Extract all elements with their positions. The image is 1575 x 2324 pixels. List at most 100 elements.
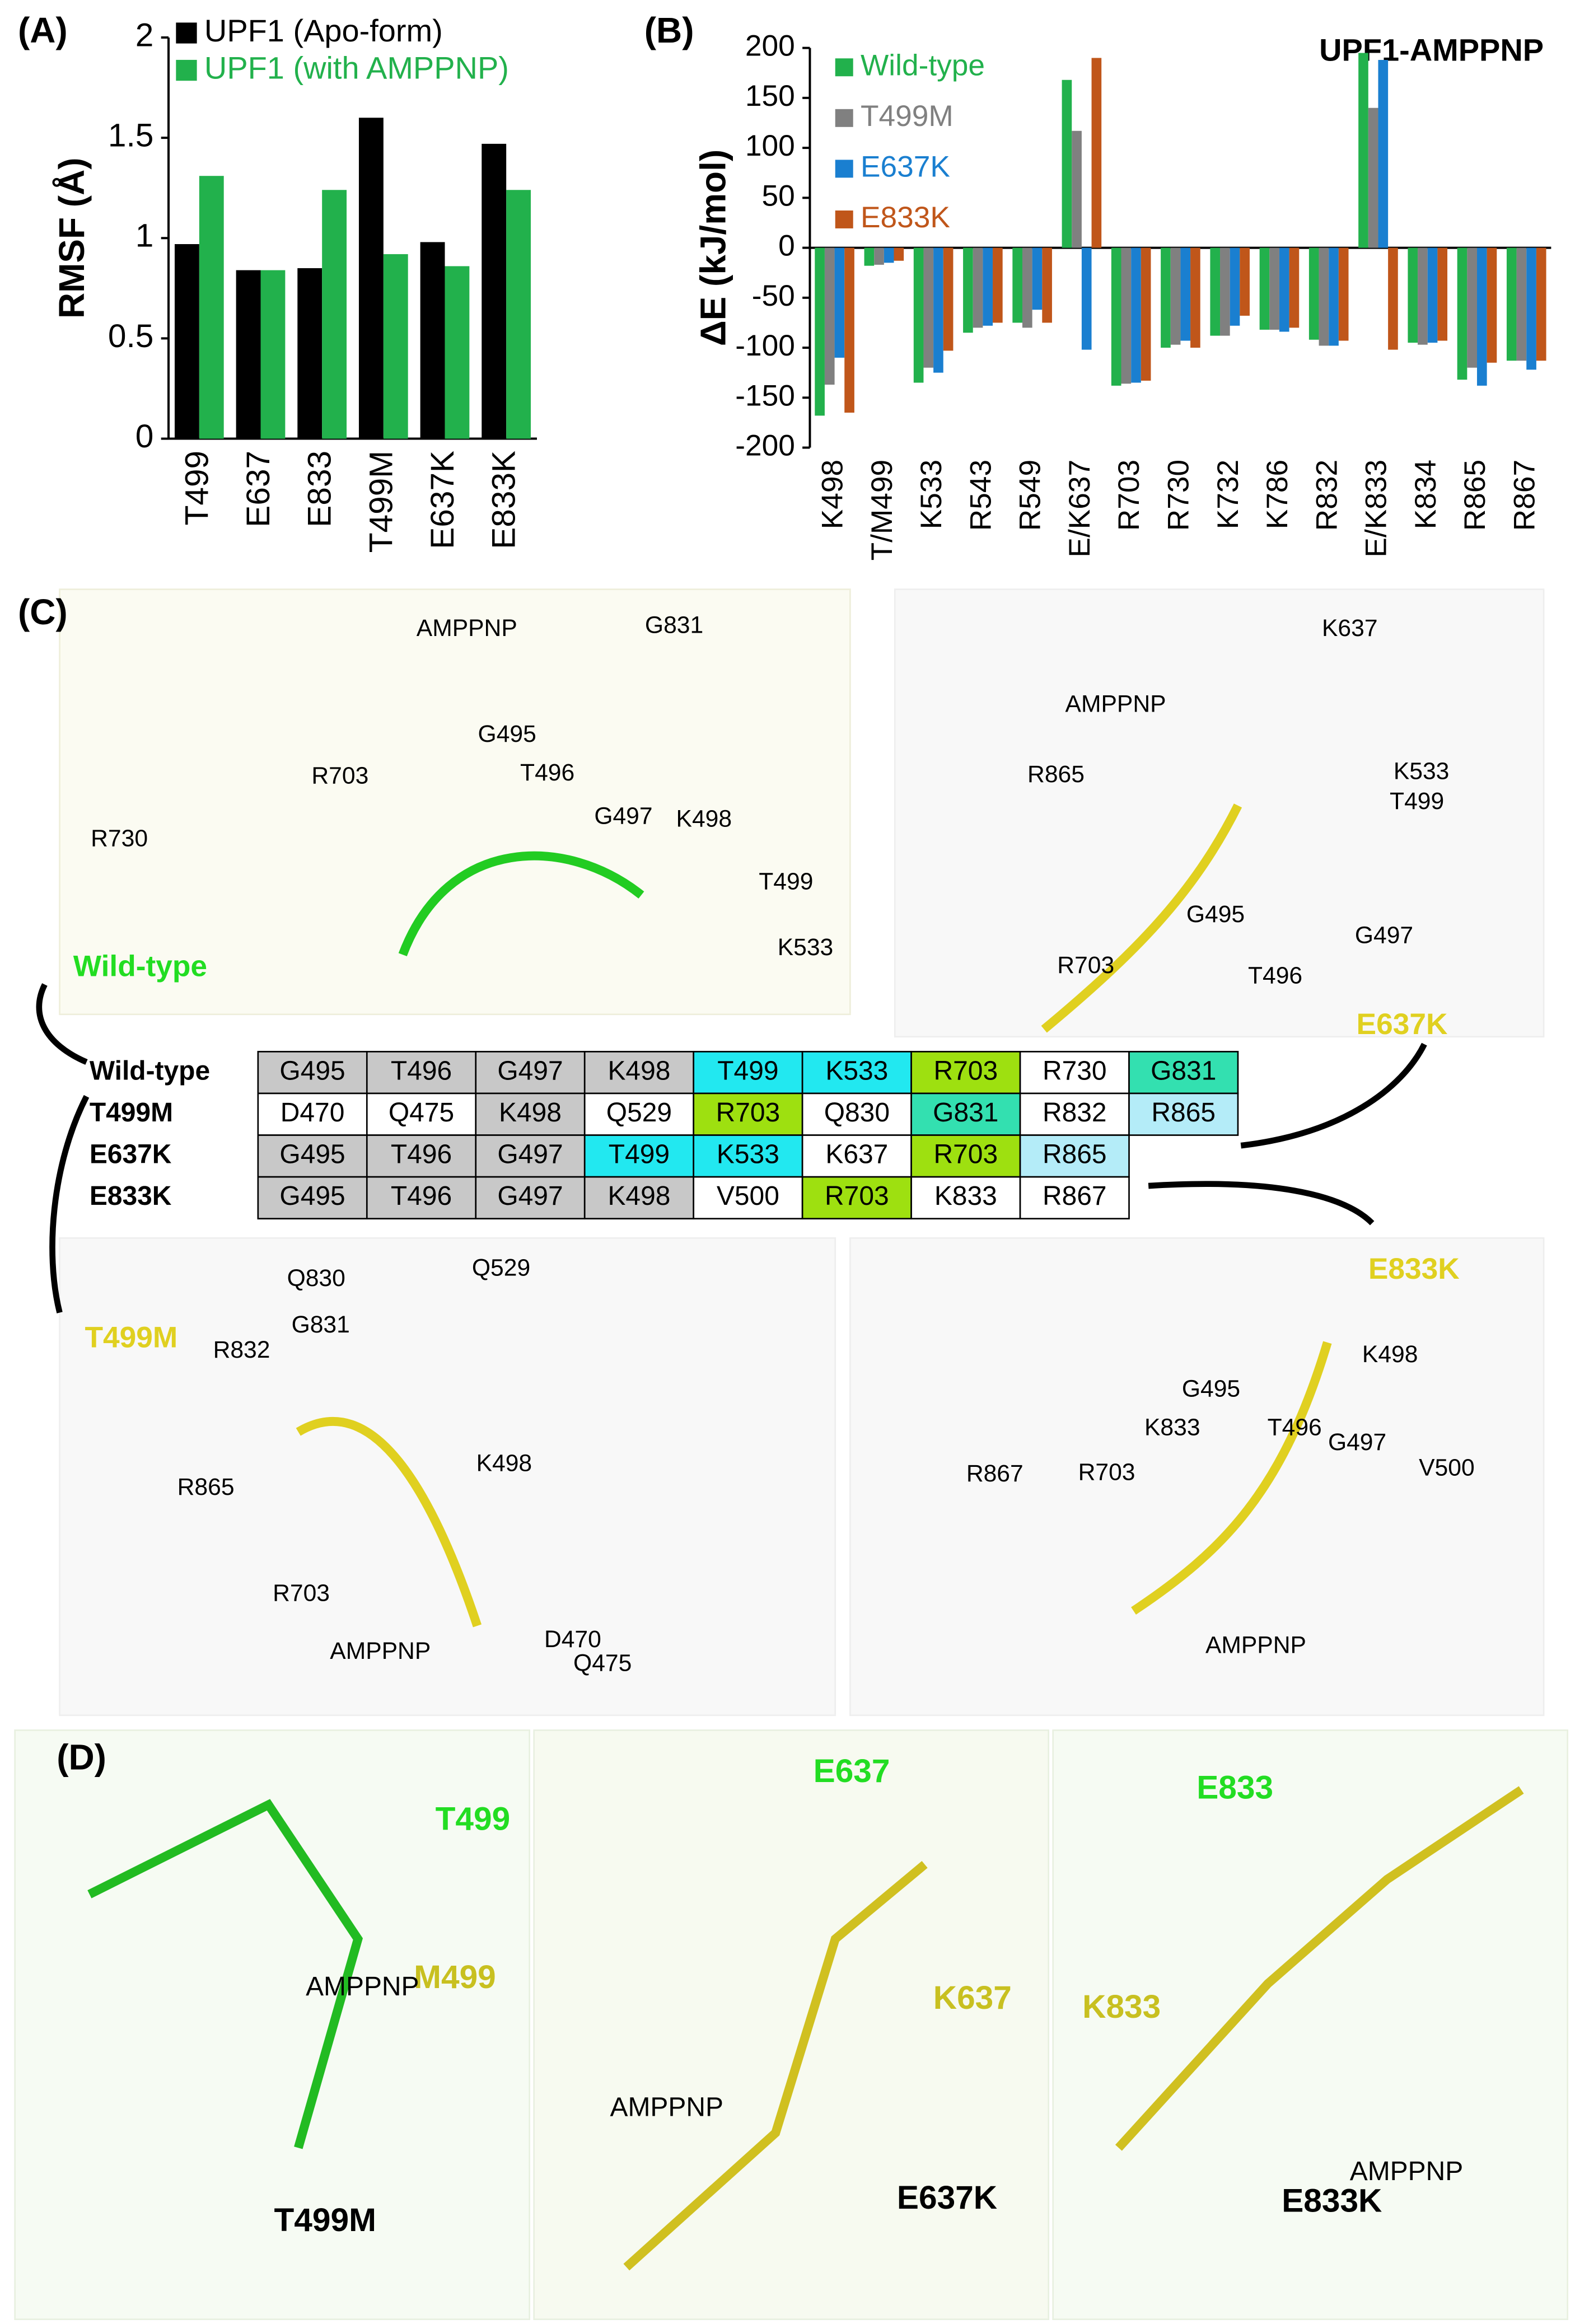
- residue-label: T499: [759, 868, 813, 895]
- legend-label: UPF1 (Apo-form): [204, 13, 443, 48]
- bar: [1259, 247, 1270, 330]
- bar: [1141, 247, 1151, 381]
- residue-label: T496: [1248, 962, 1302, 989]
- bar: [1042, 247, 1052, 323]
- x-tick-label: E637: [240, 451, 277, 527]
- table-cell: [257, 1051, 368, 1095]
- legend-label: Wild-type: [861, 49, 985, 82]
- residue-label: K498: [476, 1450, 532, 1477]
- bar: [1012, 247, 1022, 323]
- bar: [1338, 247, 1349, 341]
- residue-label: T499: [436, 1801, 511, 1837]
- bar: [1190, 247, 1200, 348]
- bar: [864, 247, 875, 266]
- residue-label: G495: [1186, 901, 1245, 928]
- bar: [1516, 247, 1527, 361]
- residue-label: AMPPNP: [1350, 2157, 1463, 2186]
- table-cell: [801, 1176, 912, 1220]
- y-axis-label: RMSF (Å): [52, 157, 92, 319]
- bar: [844, 247, 854, 413]
- cell-text: R867: [1043, 1181, 1107, 1211]
- bar: [993, 247, 1003, 323]
- mutation-label: E833K: [1282, 2182, 1382, 2219]
- state-label: E833K: [1368, 1252, 1460, 1285]
- cell-text: Q475: [389, 1098, 454, 1128]
- residue-label: R865: [1027, 761, 1085, 788]
- ligand-sketch: [1115, 1786, 1524, 2151]
- cell-text: R865: [1043, 1140, 1107, 1170]
- bar: [1032, 247, 1043, 310]
- ligand-sketch: [1131, 1341, 1332, 1615]
- arrow: [49, 1095, 90, 1313]
- bar: [1091, 58, 1102, 248]
- residue-label: T499: [1390, 788, 1444, 815]
- y-tick-label: 2: [135, 17, 154, 53]
- residue-label: G497: [1328, 1429, 1386, 1456]
- residue-label: E637: [814, 1753, 890, 1789]
- residue-label: AMPPNP: [1205, 1632, 1306, 1659]
- table-cell: [366, 1092, 477, 1136]
- y-tick-label: 0: [135, 418, 154, 455]
- legend-swatch: [835, 160, 853, 178]
- residue-label: G497: [594, 802, 652, 829]
- cell-text: R703: [934, 1140, 998, 1170]
- residue-label: R703: [1078, 1459, 1135, 1486]
- legend-swatch: [176, 22, 197, 44]
- residue-label: K498: [676, 806, 732, 833]
- bar: [1072, 130, 1082, 248]
- residue-label: R703: [1057, 952, 1114, 979]
- cell-text: K498: [607, 1181, 670, 1211]
- y-axis-label: ΔE (kJ/mol): [693, 149, 733, 346]
- bar: [874, 247, 884, 265]
- bar: [199, 176, 224, 439]
- residue-label: AMPPNP: [417, 615, 517, 642]
- ligand-sketch: [296, 1416, 482, 1628]
- x-tick-label: K732: [1212, 460, 1245, 529]
- bar: [1121, 247, 1132, 384]
- table-cell: [910, 1134, 1021, 1178]
- cell-text: T499: [717, 1056, 778, 1086]
- ligand-sketch: [87, 1799, 363, 2149]
- structure-image: [533, 1729, 1050, 2320]
- structure-image: [849, 1237, 1545, 1717]
- state-label: Wild-type: [73, 950, 207, 983]
- bar: [1388, 247, 1398, 350]
- x-tick-label: K533: [915, 460, 948, 529]
- x-tick-label: T499M: [363, 451, 399, 553]
- panel-label: (A): [18, 10, 68, 50]
- bar: [383, 254, 408, 439]
- x-tick-label: E/K637: [1063, 460, 1096, 558]
- arrow: [36, 983, 88, 1065]
- ligand-sketch: [623, 1861, 928, 2271]
- cell-text: K533: [825, 1056, 888, 1086]
- bar: [1467, 247, 1477, 368]
- bar: [824, 247, 835, 385]
- x-tick-label: T499: [179, 451, 215, 526]
- cell-text: Q529: [606, 1098, 672, 1128]
- residue-label: G495: [1182, 1375, 1240, 1402]
- y-tick-label: 150: [745, 80, 795, 113]
- table-cell: [1019, 1176, 1130, 1220]
- bar: [1180, 247, 1191, 341]
- residue-label: G497: [1355, 922, 1413, 949]
- legend-label: T499M: [861, 100, 954, 133]
- cell-text: R865: [1151, 1098, 1216, 1128]
- residue-label: R730: [91, 825, 148, 852]
- bar: [506, 190, 531, 439]
- bar: [923, 247, 934, 368]
- residue-label: T496: [1268, 1414, 1322, 1441]
- bar: [1240, 247, 1250, 316]
- residue-label: R703: [311, 762, 368, 789]
- y-tick-label: 0: [778, 230, 795, 263]
- cell-text: G497: [497, 1181, 563, 1211]
- residue-label: Q830: [287, 1265, 345, 1292]
- x-tick-label: R730: [1162, 460, 1195, 531]
- residue-label: E833: [1197, 1769, 1273, 1806]
- mutation-label: E637K: [897, 2180, 997, 2216]
- cell-text: T496: [391, 1140, 452, 1170]
- bar: [834, 247, 845, 358]
- bar: [1418, 247, 1428, 345]
- x-tick-label: R543: [964, 460, 997, 531]
